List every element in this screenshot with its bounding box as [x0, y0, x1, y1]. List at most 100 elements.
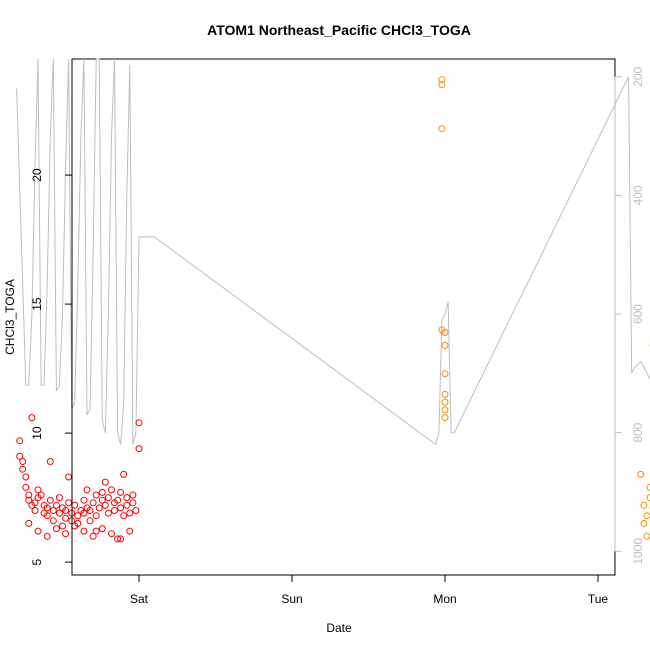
- series-1-point: [108, 486, 115, 494]
- series-1-point: [43, 532, 51, 540]
- series-1-point: [101, 478, 109, 486]
- series-1-point: [92, 491, 100, 499]
- y-right-tick-label: 600: [631, 304, 645, 324]
- y-right-tick-label: 400: [631, 185, 645, 205]
- y-axis-right: 200 400 600 800 1000: [614, 66, 645, 565]
- series-2-point: [441, 329, 449, 336]
- series-2-point: [441, 406, 449, 414]
- series-1-point: [74, 512, 82, 520]
- series-1-point: [16, 437, 24, 445]
- series-1-point: [120, 512, 128, 520]
- series-1-point: [89, 532, 97, 540]
- series-1-point: [28, 414, 36, 422]
- series-1-point: [65, 473, 73, 481]
- series-1-point: [55, 509, 63, 517]
- x-tick-label: Mon: [433, 592, 456, 606]
- series-1-point: [34, 527, 42, 535]
- series-1-point: [71, 501, 79, 509]
- series-1-point: [135, 445, 143, 453]
- series-1-point: [123, 501, 131, 509]
- series-1-point: [98, 488, 106, 496]
- series-1-point: [19, 458, 27, 465]
- chart-title: ATOM1 Northeast_Pacific CHCl3_TOGA: [207, 22, 471, 38]
- series-2-point: [646, 483, 650, 491]
- series-1-point: [25, 519, 33, 527]
- series-1-point: [52, 525, 60, 533]
- y-axis: 5 10 15 20: [30, 168, 73, 565]
- series-2-point: [643, 512, 650, 520]
- series-1-point: [34, 486, 42, 494]
- series-1-point: [95, 504, 103, 512]
- series-1-point: [104, 494, 112, 502]
- series-1-point: [49, 507, 57, 514]
- series-1-point: [31, 499, 39, 507]
- series-1-point: [25, 491, 33, 499]
- series-1-point: [62, 514, 70, 522]
- series-1-point: [114, 535, 122, 543]
- series-1-point: [117, 535, 125, 543]
- series-1-point: [89, 499, 97, 507]
- series-1-point: [83, 486, 91, 494]
- series-2-point: [438, 125, 446, 133]
- series-1-point: [129, 499, 137, 507]
- series-2-point: [441, 341, 449, 349]
- series-1-point: [92, 512, 100, 520]
- series-2-point: [441, 390, 449, 398]
- series-1-point: [25, 496, 33, 504]
- series-1-point: [108, 530, 115, 538]
- series-1-point: [62, 507, 70, 514]
- series-2-point: [643, 532, 650, 540]
- series-1-point: [92, 527, 100, 535]
- y-tick-label: 20: [30, 168, 44, 182]
- y-right-tick-label: 200: [631, 66, 645, 86]
- series-1-point: [46, 458, 54, 465]
- x-tick-label: Sat: [130, 592, 149, 606]
- series-1-point: [22, 483, 30, 491]
- series-1-point: [120, 470, 128, 478]
- series-1-point: [37, 491, 45, 499]
- series-1-point: [101, 501, 109, 509]
- series-1-point: [132, 507, 140, 514]
- series-2-point: [640, 501, 648, 509]
- series-2-point: [640, 519, 648, 527]
- series-1-point: [123, 494, 131, 502]
- series-1-point: [49, 517, 57, 525]
- series-1-point: [59, 522, 66, 530]
- series-1-point: [98, 496, 106, 504]
- y-tick-label: 10: [30, 426, 44, 440]
- series-1-point: [80, 509, 88, 517]
- series-1-point: [43, 512, 51, 520]
- x-axis-label: Date: [326, 621, 352, 635]
- series-1-point: [135, 419, 143, 427]
- series-1-point: [55, 494, 63, 502]
- series-1-point: [62, 530, 70, 538]
- series-1-point: [22, 473, 30, 481]
- series-1-point: [31, 507, 39, 514]
- series-1-point: [86, 517, 94, 525]
- series-1-point: [65, 499, 73, 507]
- series-1-point: [114, 496, 122, 504]
- series-1-point: [86, 507, 94, 514]
- series-1-point: [117, 504, 125, 512]
- altitude-line: [16, 58, 650, 446]
- series-1-point: [126, 509, 134, 517]
- x-tick-label: Tue: [588, 592, 609, 606]
- x-axis: Sat Sun Mon Tue: [130, 574, 609, 606]
- series-1-point: [46, 496, 54, 504]
- series-1-point: [43, 504, 51, 512]
- series-1-point: [111, 507, 118, 514]
- series-2-point: [438, 81, 446, 89]
- series-1-point: [126, 527, 134, 535]
- plot-frame: [71, 58, 616, 576]
- x-tick-label: Sun: [281, 592, 302, 606]
- series-2-point: [441, 370, 449, 378]
- series-2-point: [637, 470, 645, 478]
- series-1-point: [16, 452, 24, 460]
- series-1-point: [80, 527, 88, 535]
- y-right-tick-label: 1000: [631, 538, 645, 565]
- series-1-point: [98, 525, 106, 533]
- series-1-point: [104, 509, 112, 517]
- series-1-point: [80, 496, 88, 504]
- y-right-tick-label: 800: [631, 422, 645, 442]
